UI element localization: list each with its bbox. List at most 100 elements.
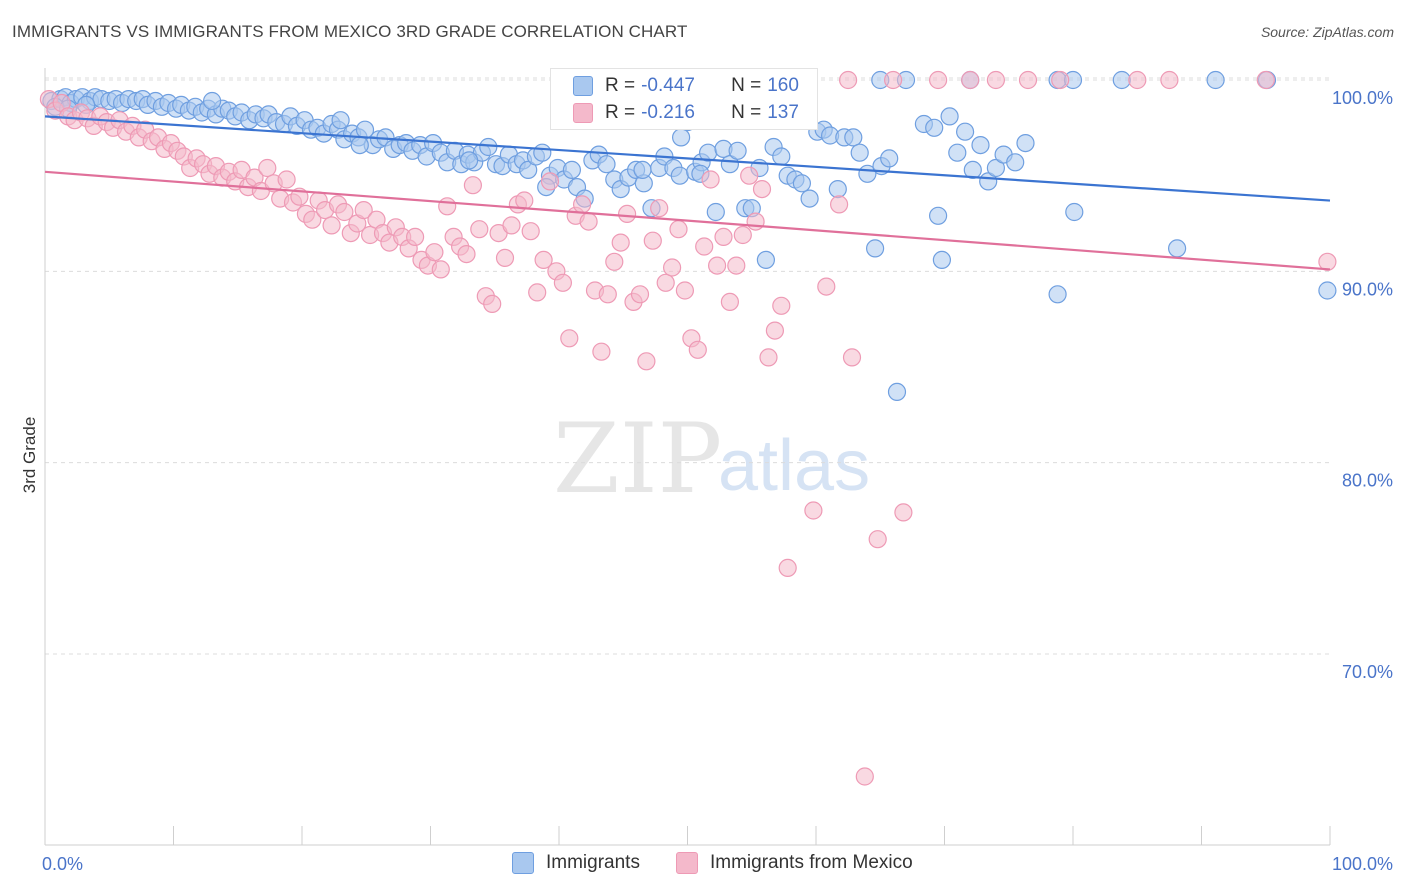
data-point-immigrants xyxy=(1112,70,1131,90)
data-point-mexico xyxy=(804,501,823,520)
series-legend-immigrants[interactable]: Immigrants xyxy=(512,852,640,874)
data-point-mexico xyxy=(868,530,887,549)
data-point-immigrants xyxy=(1065,202,1084,222)
data-point-mexico xyxy=(733,225,752,245)
data-point-mexico xyxy=(425,243,444,262)
watermark-atlas: atlas xyxy=(718,426,870,506)
data-point-mexico xyxy=(592,342,611,361)
series-name-mexico: Immigrants from Mexico xyxy=(710,852,913,873)
series-name-immigrants: Immigrants xyxy=(546,852,640,873)
data-point-mexico xyxy=(637,352,656,371)
data-point-immigrants xyxy=(1048,285,1067,304)
data-point-mexico xyxy=(746,212,765,231)
data-point-immigrants xyxy=(671,128,691,147)
data-point-mexico xyxy=(961,70,980,90)
data-point-mexico xyxy=(303,210,322,229)
trend-line-immigrants xyxy=(44,115,1331,202)
legend-swatch-pink xyxy=(573,103,593,123)
data-point-mexico xyxy=(662,258,682,277)
data-point-immigrants xyxy=(940,107,959,126)
data-point-mexico xyxy=(322,216,341,235)
data-point-mexico xyxy=(986,70,1006,90)
data-point-immigrants xyxy=(850,143,869,162)
data-point-mexico xyxy=(1051,70,1070,90)
data-point-mexico xyxy=(598,285,617,304)
data-point-immigrants xyxy=(865,239,885,258)
watermark-zip: ZIP xyxy=(553,403,722,515)
data-point-immigrants xyxy=(963,160,982,179)
data-point-mexico xyxy=(688,340,707,359)
data-point-mexico xyxy=(277,170,296,189)
data-point-immigrants xyxy=(971,136,990,155)
data-point-immigrants xyxy=(955,122,975,141)
y-tick-label: 100.0% xyxy=(1332,88,1393,108)
legend-swatch-blue xyxy=(573,76,593,96)
data-point-mexico xyxy=(720,292,740,311)
n-value-mexico: 137 xyxy=(767,102,799,123)
data-point-immigrants xyxy=(706,202,725,222)
data-point-mexico xyxy=(630,285,650,304)
data-point-mexico xyxy=(894,503,913,522)
data-point-mexico xyxy=(829,195,849,214)
data-point-mexico xyxy=(675,281,695,300)
series-legend-mexico[interactable]: Immigrants from Mexico xyxy=(676,852,913,874)
data-point-immigrants xyxy=(925,118,944,137)
legend-row-mexico: R = -0.216 N = 137 xyxy=(551,99,799,127)
correlation-legend: R = -0.447 N = 160 R = -0.216 N = 137 xyxy=(550,68,818,130)
data-point-immigrants xyxy=(887,382,907,401)
data-point-immigrants xyxy=(880,149,899,168)
data-point-mexico xyxy=(431,260,450,279)
data-point-mexico xyxy=(502,216,521,235)
data-point-mexico xyxy=(534,250,553,269)
y-tick-label: 70.0% xyxy=(1342,662,1393,682)
y-axis-title: 3rd Grade xyxy=(20,417,39,494)
data-point-mexico xyxy=(579,212,598,231)
data-point-mexico xyxy=(883,70,903,90)
data-point-immigrants xyxy=(1167,239,1187,258)
data-point-mexico xyxy=(553,273,573,292)
data-point-mexico xyxy=(669,220,688,239)
data-point-mexico xyxy=(483,294,502,313)
legend-swatch-pink xyxy=(676,852,698,874)
data-point-immigrants xyxy=(533,143,552,162)
series-legend: Immigrants Immigrants from Mexico xyxy=(0,852,1406,876)
r-value-mexico: -0.216 xyxy=(641,102,695,123)
data-point-mexico xyxy=(727,256,746,275)
y-tick-label: 90.0% xyxy=(1342,279,1393,299)
data-point-immigrants xyxy=(519,160,538,179)
data-point-mexico xyxy=(258,158,277,178)
data-point-mexico xyxy=(1256,70,1275,90)
data-point-immigrants xyxy=(756,250,776,269)
data-point-mexico xyxy=(1018,70,1038,90)
data-point-mexico xyxy=(611,233,630,252)
data-point-immigrants xyxy=(928,206,948,225)
data-point-mexico xyxy=(740,166,759,185)
data-point-mexico xyxy=(707,256,727,275)
r-value-immigrants: -0.447 xyxy=(641,75,695,96)
legend-row-immigrants: R = -0.447 N = 160 xyxy=(551,72,799,100)
data-point-immigrants xyxy=(479,137,498,157)
chart-title: IMMIGRANTS VS IMMIGRANTS FROM MEXICO 3RD… xyxy=(12,22,688,41)
data-point-immigrants xyxy=(728,141,747,160)
r-label: R = xyxy=(605,102,636,123)
data-point-mexico xyxy=(701,170,720,189)
data-point-mexico xyxy=(1128,70,1147,90)
data-point-immigrants xyxy=(460,151,479,170)
data-point-immigrants xyxy=(800,189,819,208)
data-point-mexico xyxy=(560,329,579,348)
data-point-mexico xyxy=(842,348,862,367)
data-point-immigrants xyxy=(772,147,791,166)
data-point-mexico xyxy=(714,227,733,246)
trend-line-mexico xyxy=(44,170,1331,271)
data-point-immigrants xyxy=(828,180,847,199)
x-tick-label-max: 100.0% xyxy=(1332,854,1393,874)
n-label: N = xyxy=(731,102,762,123)
data-point-mexico xyxy=(759,348,778,367)
data-point-immigrants xyxy=(1016,134,1035,153)
data-point-immigrants xyxy=(1006,153,1025,172)
r-label: R = xyxy=(605,75,636,96)
data-point-immigrants xyxy=(670,166,689,185)
data-point-mexico xyxy=(335,202,354,222)
data-point-immigrants xyxy=(948,143,967,162)
